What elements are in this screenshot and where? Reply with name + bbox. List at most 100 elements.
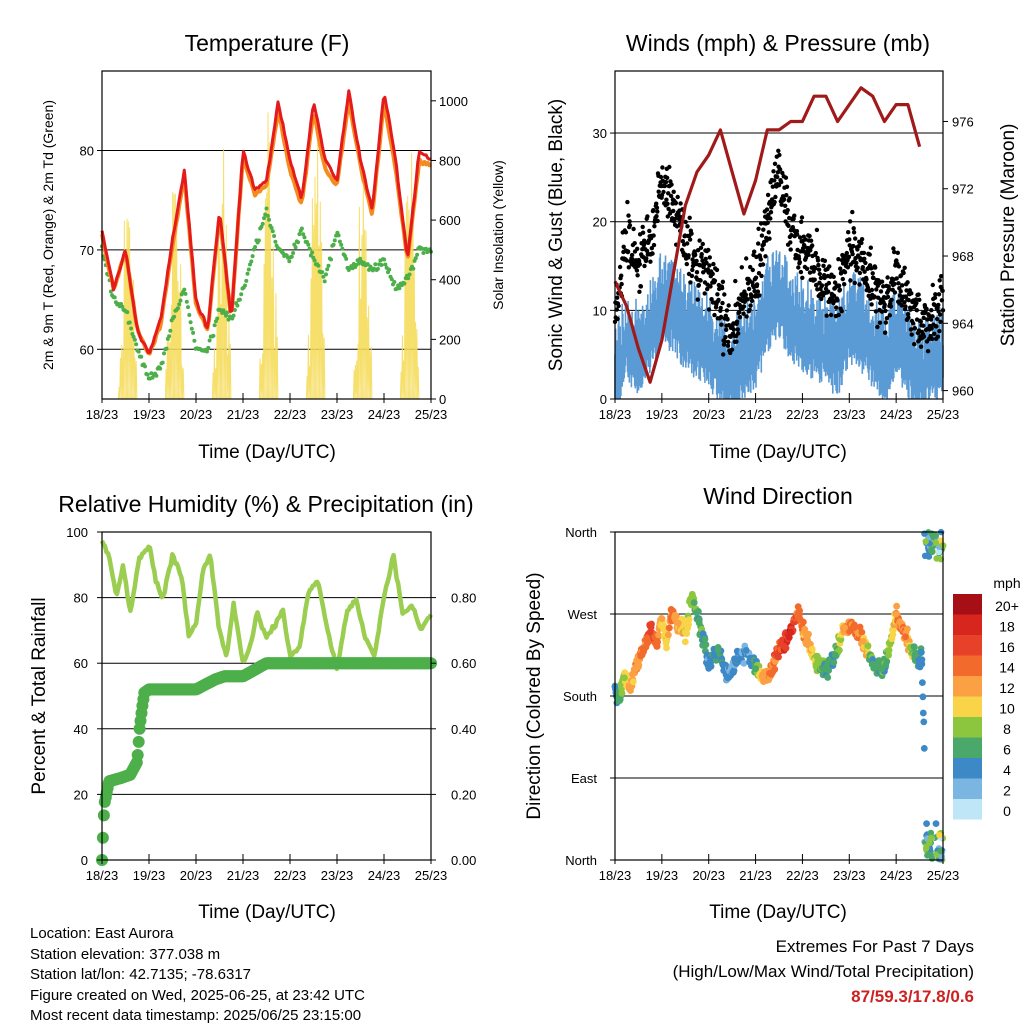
gust-point <box>625 199 630 205</box>
wind-direction-point <box>646 628 654 636</box>
gust-point <box>894 258 899 263</box>
colorbar-swatch <box>953 737 982 758</box>
dewpoint-point <box>125 310 130 315</box>
gust-point <box>714 267 720 273</box>
colorbar-tick-label: 16 <box>999 639 1015 655</box>
gust-point <box>632 241 637 246</box>
dewpoint-point <box>244 278 249 283</box>
gust-point <box>779 179 784 185</box>
humidity-panel: Relative Humidity (%) & Precipitation (i… <box>29 491 476 923</box>
wind-direction-point <box>904 625 911 633</box>
pressure-ylabel: Station Pressure (Maroon) <box>998 124 1019 347</box>
wind-direction-point <box>690 599 698 607</box>
gust-point <box>884 316 890 321</box>
wind-direction-point <box>837 636 845 643</box>
gust-point <box>888 304 894 309</box>
gust-point <box>759 233 765 238</box>
gust-point <box>834 305 839 310</box>
gust-point <box>660 165 665 170</box>
gust-point <box>754 282 760 287</box>
dewpoint-point <box>260 221 265 226</box>
wind-direction-point <box>625 683 633 691</box>
wind-direction-xtick-label: 19/23 <box>646 868 679 883</box>
speed-colorbar: mph 20+ 18 16 14 12 10 8 6 4 2 0 <box>953 575 1021 820</box>
winds-plot-frame <box>614 70 944 400</box>
humidity-title: Relative Humidity (%) & Precipitation (i… <box>58 491 473 517</box>
wind-direction-point <box>701 635 709 643</box>
dewpoint-point <box>158 366 163 371</box>
gust-point <box>930 314 935 319</box>
gust-point <box>749 293 754 299</box>
gust-point <box>741 311 746 316</box>
colorbar-tick-label: 14 <box>999 660 1015 676</box>
dewpoint-point <box>112 295 117 300</box>
gust-point <box>859 240 864 246</box>
wind-direction-point <box>685 621 692 628</box>
gust-point <box>689 273 695 279</box>
gust-point <box>617 264 623 270</box>
gust-point <box>810 243 815 248</box>
wind-direction-point <box>850 624 858 632</box>
gust-point <box>734 339 739 344</box>
gust-point <box>889 297 894 302</box>
wind-direction-point <box>813 660 820 668</box>
dewpoint-point <box>296 240 301 245</box>
gust-point <box>788 240 793 245</box>
wind-direction-point <box>919 679 926 686</box>
gust-point <box>813 250 818 256</box>
temperature-xlabel: Time (Day/UTC) <box>198 442 336 463</box>
gust-point <box>808 248 813 253</box>
gust-point <box>776 183 782 188</box>
gust-point <box>934 324 939 329</box>
dewpoint-point <box>253 245 258 249</box>
gust-point <box>794 229 800 234</box>
dewpoint-point <box>329 257 333 262</box>
gust-point <box>755 289 761 294</box>
colorbar-tick-label: 6 <box>1003 742 1011 758</box>
winds-xtick-label: 18/23 <box>599 407 632 422</box>
colorbar-tick-label: 2 <box>1003 783 1011 799</box>
solar-ytick-label: 0 <box>439 392 446 407</box>
gust-point <box>885 294 891 300</box>
gust-point <box>716 297 721 303</box>
wind-direction-point <box>766 669 773 677</box>
wind-direction-title: Wind Direction <box>703 483 853 509</box>
colorbar-swatch <box>953 696 982 717</box>
gust-point <box>906 297 911 303</box>
gust-point <box>909 332 914 337</box>
gust-point <box>921 315 926 321</box>
dewpoint-point <box>365 262 370 267</box>
created-text: Figure created on Wed, 2025-06-25, at 23… <box>30 986 365 1004</box>
wind-direction-point <box>681 638 689 646</box>
humidity-xtick-label: 23/23 <box>321 868 354 883</box>
temperature-xtick-label: 22/23 <box>274 407 307 422</box>
rainfall-ytick-label: 0.20 <box>451 787 476 802</box>
gust-point <box>726 303 731 308</box>
rainfall-ytick-label: 0.40 <box>451 722 476 737</box>
gust-point <box>697 238 702 243</box>
gust-point <box>707 255 712 260</box>
gust-point <box>746 286 752 292</box>
gust-point <box>706 307 712 312</box>
gust-point <box>879 309 884 314</box>
gust-point <box>724 327 729 332</box>
gust-point <box>921 323 926 328</box>
gust-point <box>757 293 762 298</box>
gust-point <box>902 300 907 305</box>
gust-point <box>635 246 640 251</box>
gust-point <box>705 286 710 292</box>
wind-direction-point <box>921 552 929 559</box>
gust-point <box>712 278 718 283</box>
wind-direction-plot-frame <box>614 531 944 861</box>
gust-point <box>767 236 772 241</box>
gust-point <box>664 197 669 202</box>
colorbar-swatch <box>953 758 982 779</box>
colorbar-swatch <box>953 676 982 697</box>
gust-point <box>787 196 792 201</box>
gust-point <box>719 285 725 291</box>
temp-2m-line <box>100 89 432 354</box>
gust-point <box>815 287 820 292</box>
dewpoint-point <box>211 333 216 338</box>
gust-point <box>760 262 766 267</box>
